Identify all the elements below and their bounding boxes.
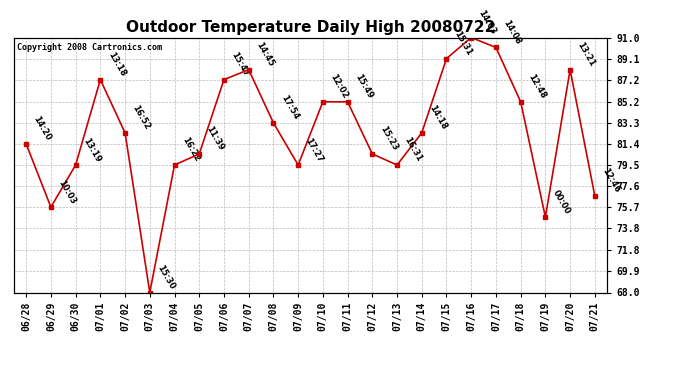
Title: Outdoor Temperature Daily High 20080722: Outdoor Temperature Daily High 20080722 xyxy=(126,20,495,35)
Text: 11:39: 11:39 xyxy=(205,125,226,153)
Text: 12:46: 12:46 xyxy=(600,167,622,195)
Text: 14:03: 14:03 xyxy=(477,9,498,36)
Text: 12:48: 12:48 xyxy=(526,73,547,100)
Text: 15:31: 15:31 xyxy=(452,30,473,57)
Text: 15:30: 15:30 xyxy=(155,264,177,291)
Text: 00:00: 00:00 xyxy=(551,188,572,216)
Text: 13:19: 13:19 xyxy=(81,136,102,164)
Text: 16:22: 16:22 xyxy=(180,136,201,164)
Text: 14:18: 14:18 xyxy=(427,104,449,132)
Text: 14:20: 14:20 xyxy=(32,115,53,142)
Text: 16:52: 16:52 xyxy=(130,104,152,132)
Text: 10:03: 10:03 xyxy=(57,178,77,206)
Text: 14:45: 14:45 xyxy=(254,40,275,68)
Text: 15:23: 15:23 xyxy=(378,125,399,153)
Text: 14:08: 14:08 xyxy=(502,18,522,46)
Text: 12:02: 12:02 xyxy=(328,73,350,100)
Text: 17:54: 17:54 xyxy=(279,94,300,122)
Text: 16:31: 16:31 xyxy=(402,136,424,164)
Text: 17:27: 17:27 xyxy=(304,136,325,164)
Text: 15:49: 15:49 xyxy=(353,73,374,100)
Text: 15:47: 15:47 xyxy=(230,51,250,78)
Text: 13:18: 13:18 xyxy=(106,51,127,78)
Text: 13:21: 13:21 xyxy=(575,40,597,68)
Text: Copyright 2008 Cartronics.com: Copyright 2008 Cartronics.com xyxy=(17,43,161,52)
